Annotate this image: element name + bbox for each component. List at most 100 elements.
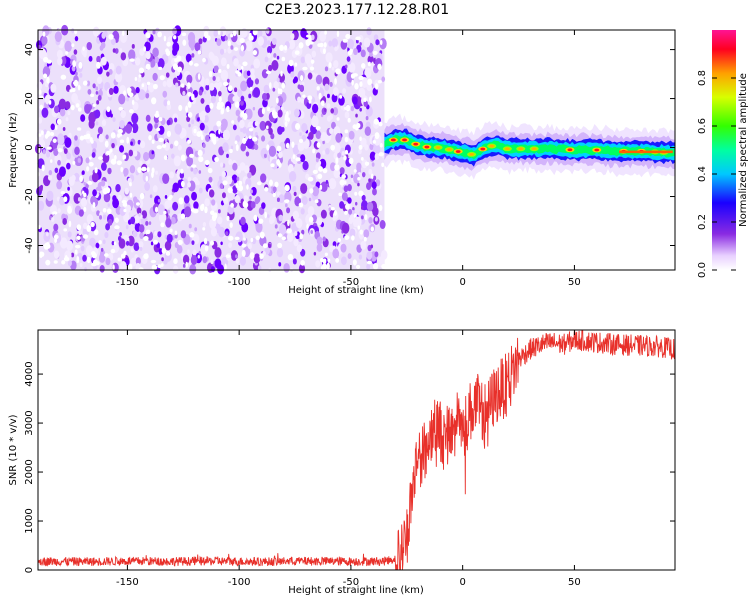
noise-gap — [353, 169, 357, 173]
noise-blob — [46, 62, 50, 67]
noise-blob — [353, 173, 360, 184]
noise-blob — [360, 205, 364, 210]
noise-blob — [198, 187, 203, 194]
noise-blob — [165, 218, 172, 228]
noise-blob — [254, 197, 260, 205]
noise-gap — [123, 90, 127, 96]
noise-blob — [292, 210, 299, 221]
noise-gap — [364, 214, 368, 221]
noise-gap — [49, 131, 55, 136]
noise-gap — [216, 120, 222, 127]
noise-gap — [318, 166, 323, 172]
noise-blob — [205, 134, 210, 142]
noise-blob — [199, 114, 206, 122]
noise-blob — [343, 185, 349, 193]
noise-gap — [82, 80, 88, 86]
noise-gap — [211, 135, 217, 143]
noise-gap — [248, 135, 252, 140]
noise-gap — [328, 62, 332, 69]
noise-gap — [280, 70, 283, 77]
noise-blob — [80, 245, 85, 252]
noise-blob — [222, 142, 229, 152]
noise-gap — [166, 130, 172, 137]
noise-gap — [294, 62, 298, 67]
noise-blob — [240, 143, 247, 152]
noise-blob — [187, 181, 192, 188]
noise-gap — [310, 59, 315, 64]
noise-blob — [332, 241, 337, 247]
noise-blob — [311, 50, 317, 58]
noise-blob — [210, 266, 216, 273]
noise-blob — [157, 231, 162, 238]
noise-gap — [180, 83, 185, 88]
noise-gap — [181, 32, 187, 37]
noise-blob — [349, 228, 356, 238]
noise-gap — [145, 32, 151, 39]
noise-blob — [219, 162, 224, 168]
noise-gap — [134, 76, 138, 81]
noise-blob — [50, 123, 55, 131]
noise-gap — [230, 33, 234, 38]
noise-blob — [381, 76, 386, 82]
noise-blob — [366, 182, 372, 190]
noise-gap — [334, 164, 340, 171]
noise-gap — [307, 176, 314, 182]
noise-blob — [355, 39, 359, 44]
noise-gap — [202, 57, 206, 63]
noise-blob — [71, 65, 76, 72]
noise-blob — [360, 240, 367, 250]
noise-blob — [154, 56, 159, 64]
noise-blob — [188, 123, 191, 128]
noise-blob — [86, 80, 91, 86]
noise-blob — [223, 48, 227, 53]
noise-blob — [325, 180, 329, 184]
noise-blob — [254, 144, 259, 151]
noise-gap — [174, 230, 178, 236]
noise-gap — [185, 105, 189, 113]
noise-blob — [247, 243, 252, 250]
noise-blob — [363, 100, 368, 107]
noise-blob — [112, 117, 116, 122]
noise-blob — [296, 244, 303, 253]
noise-blob — [216, 38, 222, 47]
noise-gap — [326, 262, 330, 270]
noise-blob — [166, 119, 171, 126]
noise-gap — [220, 107, 225, 115]
noise-gap — [158, 137, 164, 143]
noise-blob — [360, 49, 366, 58]
noise-blob — [56, 196, 60, 202]
y-tick-label: 1000 — [24, 508, 35, 533]
noise-gap — [285, 142, 290, 149]
noise-gap — [152, 83, 158, 90]
noise-blob — [169, 143, 174, 149]
noise-blob — [197, 254, 201, 259]
noise-gap — [48, 99, 52, 105]
noise-gap — [118, 133, 123, 137]
noise-blob — [226, 153, 229, 159]
noise-blob — [270, 133, 275, 140]
noise-blob — [190, 167, 194, 172]
noise-gap — [110, 248, 116, 254]
noise-gap — [52, 138, 57, 143]
noise-gap — [354, 82, 359, 90]
noise-gap — [60, 74, 67, 80]
noise-blob — [272, 186, 277, 193]
noise-gap — [270, 163, 275, 168]
noise-gap — [298, 42, 304, 49]
noise-gap — [256, 181, 262, 186]
noise-gap — [327, 258, 331, 262]
noise-blob — [225, 231, 229, 236]
noise-gap — [314, 199, 319, 204]
noise-gap — [197, 149, 203, 157]
noise-blob — [219, 183, 224, 190]
noise-gap — [330, 207, 335, 211]
noise-gap — [93, 229, 99, 236]
noise-gap — [333, 209, 338, 216]
noise-blob — [240, 95, 245, 102]
noise-gap — [339, 179, 345, 186]
noise-gap — [190, 164, 197, 168]
noise-blob — [245, 40, 253, 52]
noise-gap — [351, 79, 354, 86]
track-peak — [531, 147, 537, 151]
noise-blob — [134, 57, 141, 66]
